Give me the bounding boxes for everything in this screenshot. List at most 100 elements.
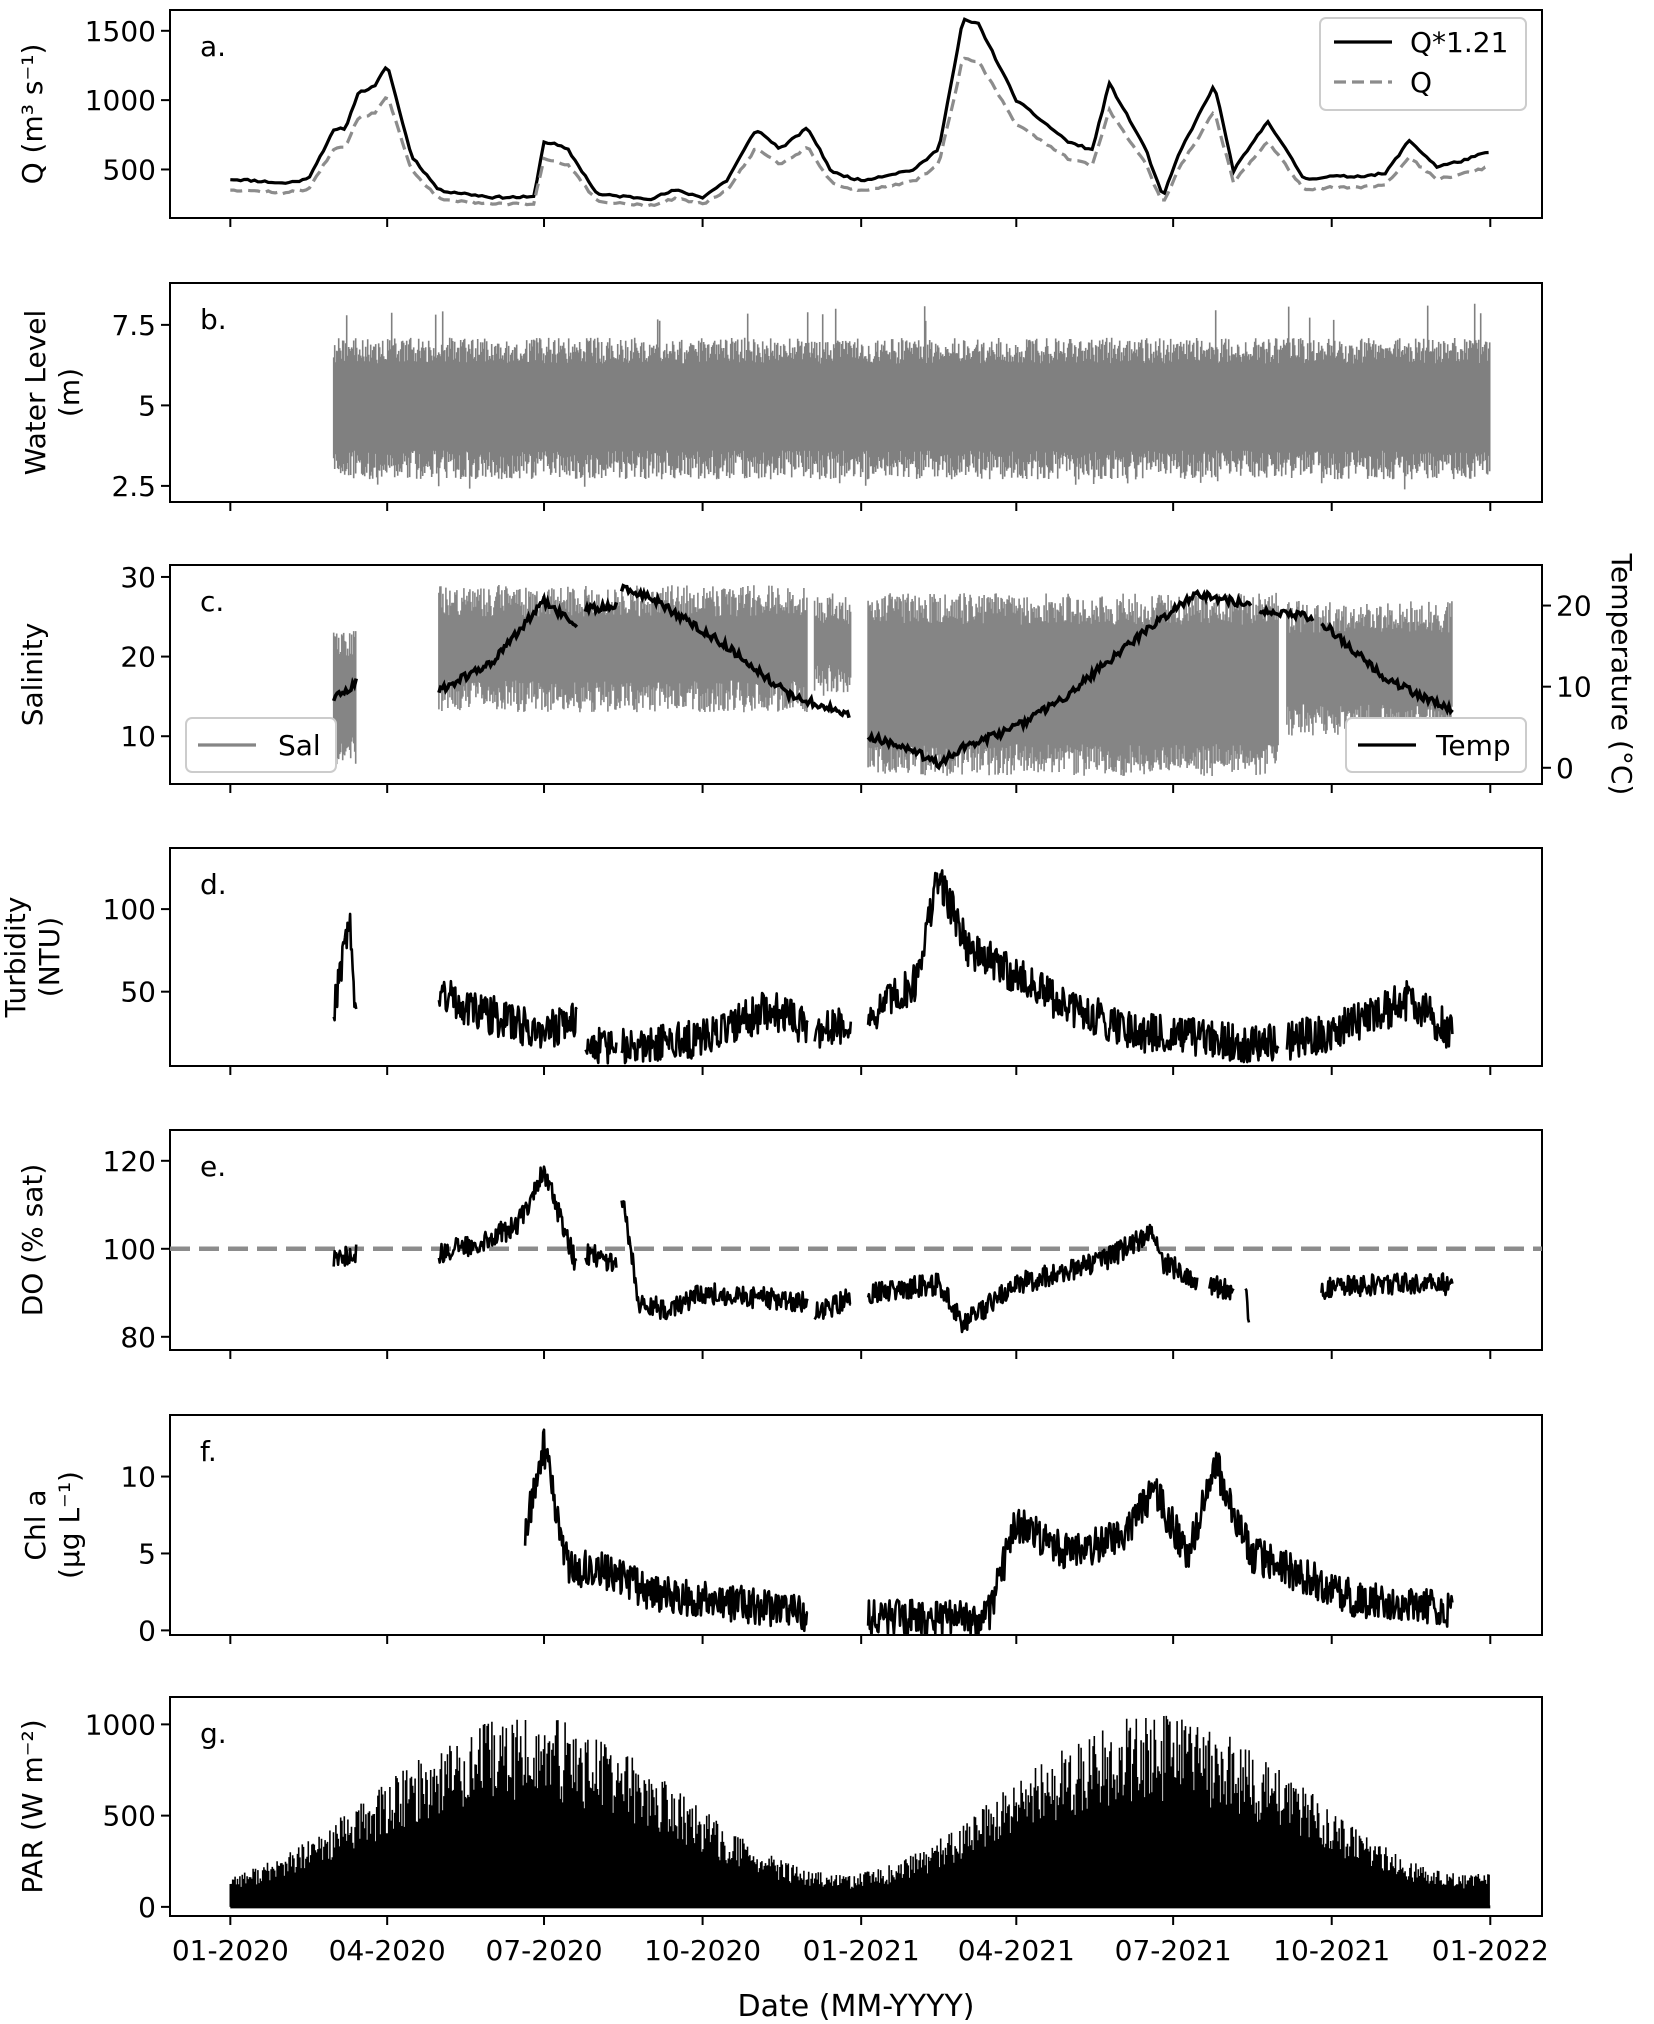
data-segment xyxy=(1208,1275,1235,1301)
salinity-segment xyxy=(813,593,852,696)
y-tick-label-f: 10 xyxy=(120,1461,156,1494)
temperature-segment xyxy=(619,583,851,719)
data-segment xyxy=(437,1165,578,1271)
data-segment xyxy=(866,869,1280,1064)
panel-a-frame xyxy=(169,9,1543,219)
series-q-scaled-line xyxy=(230,17,1489,202)
water-level-series xyxy=(332,303,1491,490)
legend-label: Q*1.21 xyxy=(1410,26,1508,59)
y-axis-label-c: Salinity xyxy=(16,623,49,727)
x-tick-label: 04-2021 xyxy=(958,1934,1075,1967)
y-tick-label-b: 7.5 xyxy=(111,309,156,342)
y-right-tick-label: 10 xyxy=(1556,671,1592,704)
plot-area-d xyxy=(332,869,1454,1065)
temperature-segment xyxy=(583,597,619,617)
panel-e-frame xyxy=(169,1129,1543,1351)
data-segment xyxy=(437,979,578,1049)
y-right-tick-label: 0 xyxy=(1556,752,1574,785)
y-axis-label-a: Q (m³ s⁻¹) xyxy=(16,44,49,185)
y-tick-label-c: 30 xyxy=(120,561,156,594)
panel-f-frame xyxy=(169,1414,1543,1636)
panel-label-c: c. xyxy=(200,585,224,618)
data-segment xyxy=(332,912,358,1022)
panel-e: 80 100 120 e. DO (% sat) xyxy=(16,1129,1543,1359)
temperature-segment xyxy=(1320,621,1454,716)
data-segment xyxy=(813,1288,852,1321)
temperature-segment xyxy=(437,591,579,696)
y-axis-label-e: DO (% sat) xyxy=(16,1164,49,1317)
data-segment xyxy=(1320,1272,1454,1300)
y-tick-label-e: 80 xyxy=(120,1321,156,1354)
plot-area-c xyxy=(332,583,1454,776)
panel-label-g: g. xyxy=(200,1717,227,1750)
y-tick-label-b: 2.5 xyxy=(111,470,156,503)
y-tick-label-d: 50 xyxy=(120,976,156,1009)
plot-area-e xyxy=(170,1165,1542,1334)
data-segment xyxy=(813,1007,853,1049)
y-axis-label-g: PAR (W m⁻²) xyxy=(16,1719,49,1893)
x-tick-label: 10-2021 xyxy=(1273,1934,1390,1967)
data-segment xyxy=(866,1451,1454,1635)
legend-a: Q*1.21 Q xyxy=(1319,17,1527,111)
y-tick-label-c: 20 xyxy=(120,641,156,674)
plot-area-g xyxy=(229,1715,1491,1909)
y-tick-label-f: 5 xyxy=(138,1537,156,1570)
y-tick-label-e: 100 xyxy=(103,1233,156,1266)
data-segment xyxy=(584,1026,618,1065)
x-axis-label: Date (MM-YYYY) xyxy=(738,1989,975,2024)
panel-label-f: f. xyxy=(200,1435,217,1468)
y-tick-label-b: 5 xyxy=(138,389,156,422)
data-segment xyxy=(620,991,809,1065)
panel-f: 0 5 10 f. Chl a(µg L⁻¹) xyxy=(19,1414,1543,1647)
salinity-segment xyxy=(867,592,1279,776)
panel-c: 10 20 30 0 10 20 Temperature (°C) Sal Temp c. Sali… xyxy=(16,553,1638,796)
data-segment xyxy=(332,1244,358,1267)
panel-d-frame xyxy=(169,847,1543,1067)
legend-temp-frame xyxy=(1345,717,1527,773)
panel-label-b: b. xyxy=(200,303,227,336)
y-axis-label-d: Turbidity(NTU) xyxy=(0,897,66,1019)
panel-b-frame xyxy=(169,282,1543,503)
data-segment xyxy=(1244,1287,1251,1323)
y-tick-label-g: 0 xyxy=(138,1891,156,1924)
temperature-segment xyxy=(1258,603,1315,623)
plot-area-b xyxy=(332,303,1491,490)
y-tick-label-a: 1500 xyxy=(85,15,156,48)
x-tick-label: 07-2020 xyxy=(486,1934,603,1967)
data-segment xyxy=(620,1200,809,1321)
panel-c-frame xyxy=(169,564,1543,785)
x-tick-label: 07-2021 xyxy=(1115,1934,1232,1967)
panel-b: 2.5 5 7.5 b. Water Level(m) xyxy=(19,282,1543,511)
par-series xyxy=(229,1715,1490,1907)
x-tick-label: 04-2020 xyxy=(329,1934,446,1967)
temperature-segment xyxy=(866,588,1253,771)
x-tick-label: 01-2020 xyxy=(172,1934,289,1967)
y-tick-label-c: 10 xyxy=(120,720,156,753)
panel-label-a: a. xyxy=(200,30,226,63)
legend-temp-label: Temp xyxy=(1435,729,1511,762)
panel-g-frame xyxy=(169,1696,1543,1917)
series-q-line xyxy=(230,56,1489,208)
y-tick-label-a: 500 xyxy=(103,153,156,186)
panel-d: 50 100 d. Turbidity(NTU) xyxy=(0,847,1543,1075)
y-tick-label-f: 0 xyxy=(138,1614,156,1647)
y-axis-label-f: Chl a(µg L⁻¹) xyxy=(19,1471,86,1579)
y-right-axis-label: Temperature (°C) xyxy=(1605,553,1638,796)
data-segment xyxy=(523,1428,809,1633)
y-tick-label-g: 1000 xyxy=(85,1708,156,1741)
x-tick-label: 01-2021 xyxy=(803,1934,920,1967)
panel-label-d: d. xyxy=(200,868,227,901)
salinity-segment xyxy=(1286,601,1453,736)
plot-area-a xyxy=(230,17,1489,208)
panel-label-e: e. xyxy=(200,1150,226,1183)
panel-a: 500 1000 1500 Q*1.21 Qa. Q (m³ s⁻¹) xyxy=(16,9,1543,227)
legend-label: Q xyxy=(1410,66,1432,99)
y-right-tick-label: 20 xyxy=(1556,590,1592,623)
x-tick-label: 01-2022 xyxy=(1432,1934,1549,1967)
y-tick-label-d: 100 xyxy=(103,893,156,926)
legend-c: Sal Temp xyxy=(185,717,1527,773)
panel-g: 0 500 1000 01-2020 04-2020 07-2020 10-2020 01-2… xyxy=(16,1696,1549,1967)
y-tick-label-e: 120 xyxy=(103,1145,156,1178)
